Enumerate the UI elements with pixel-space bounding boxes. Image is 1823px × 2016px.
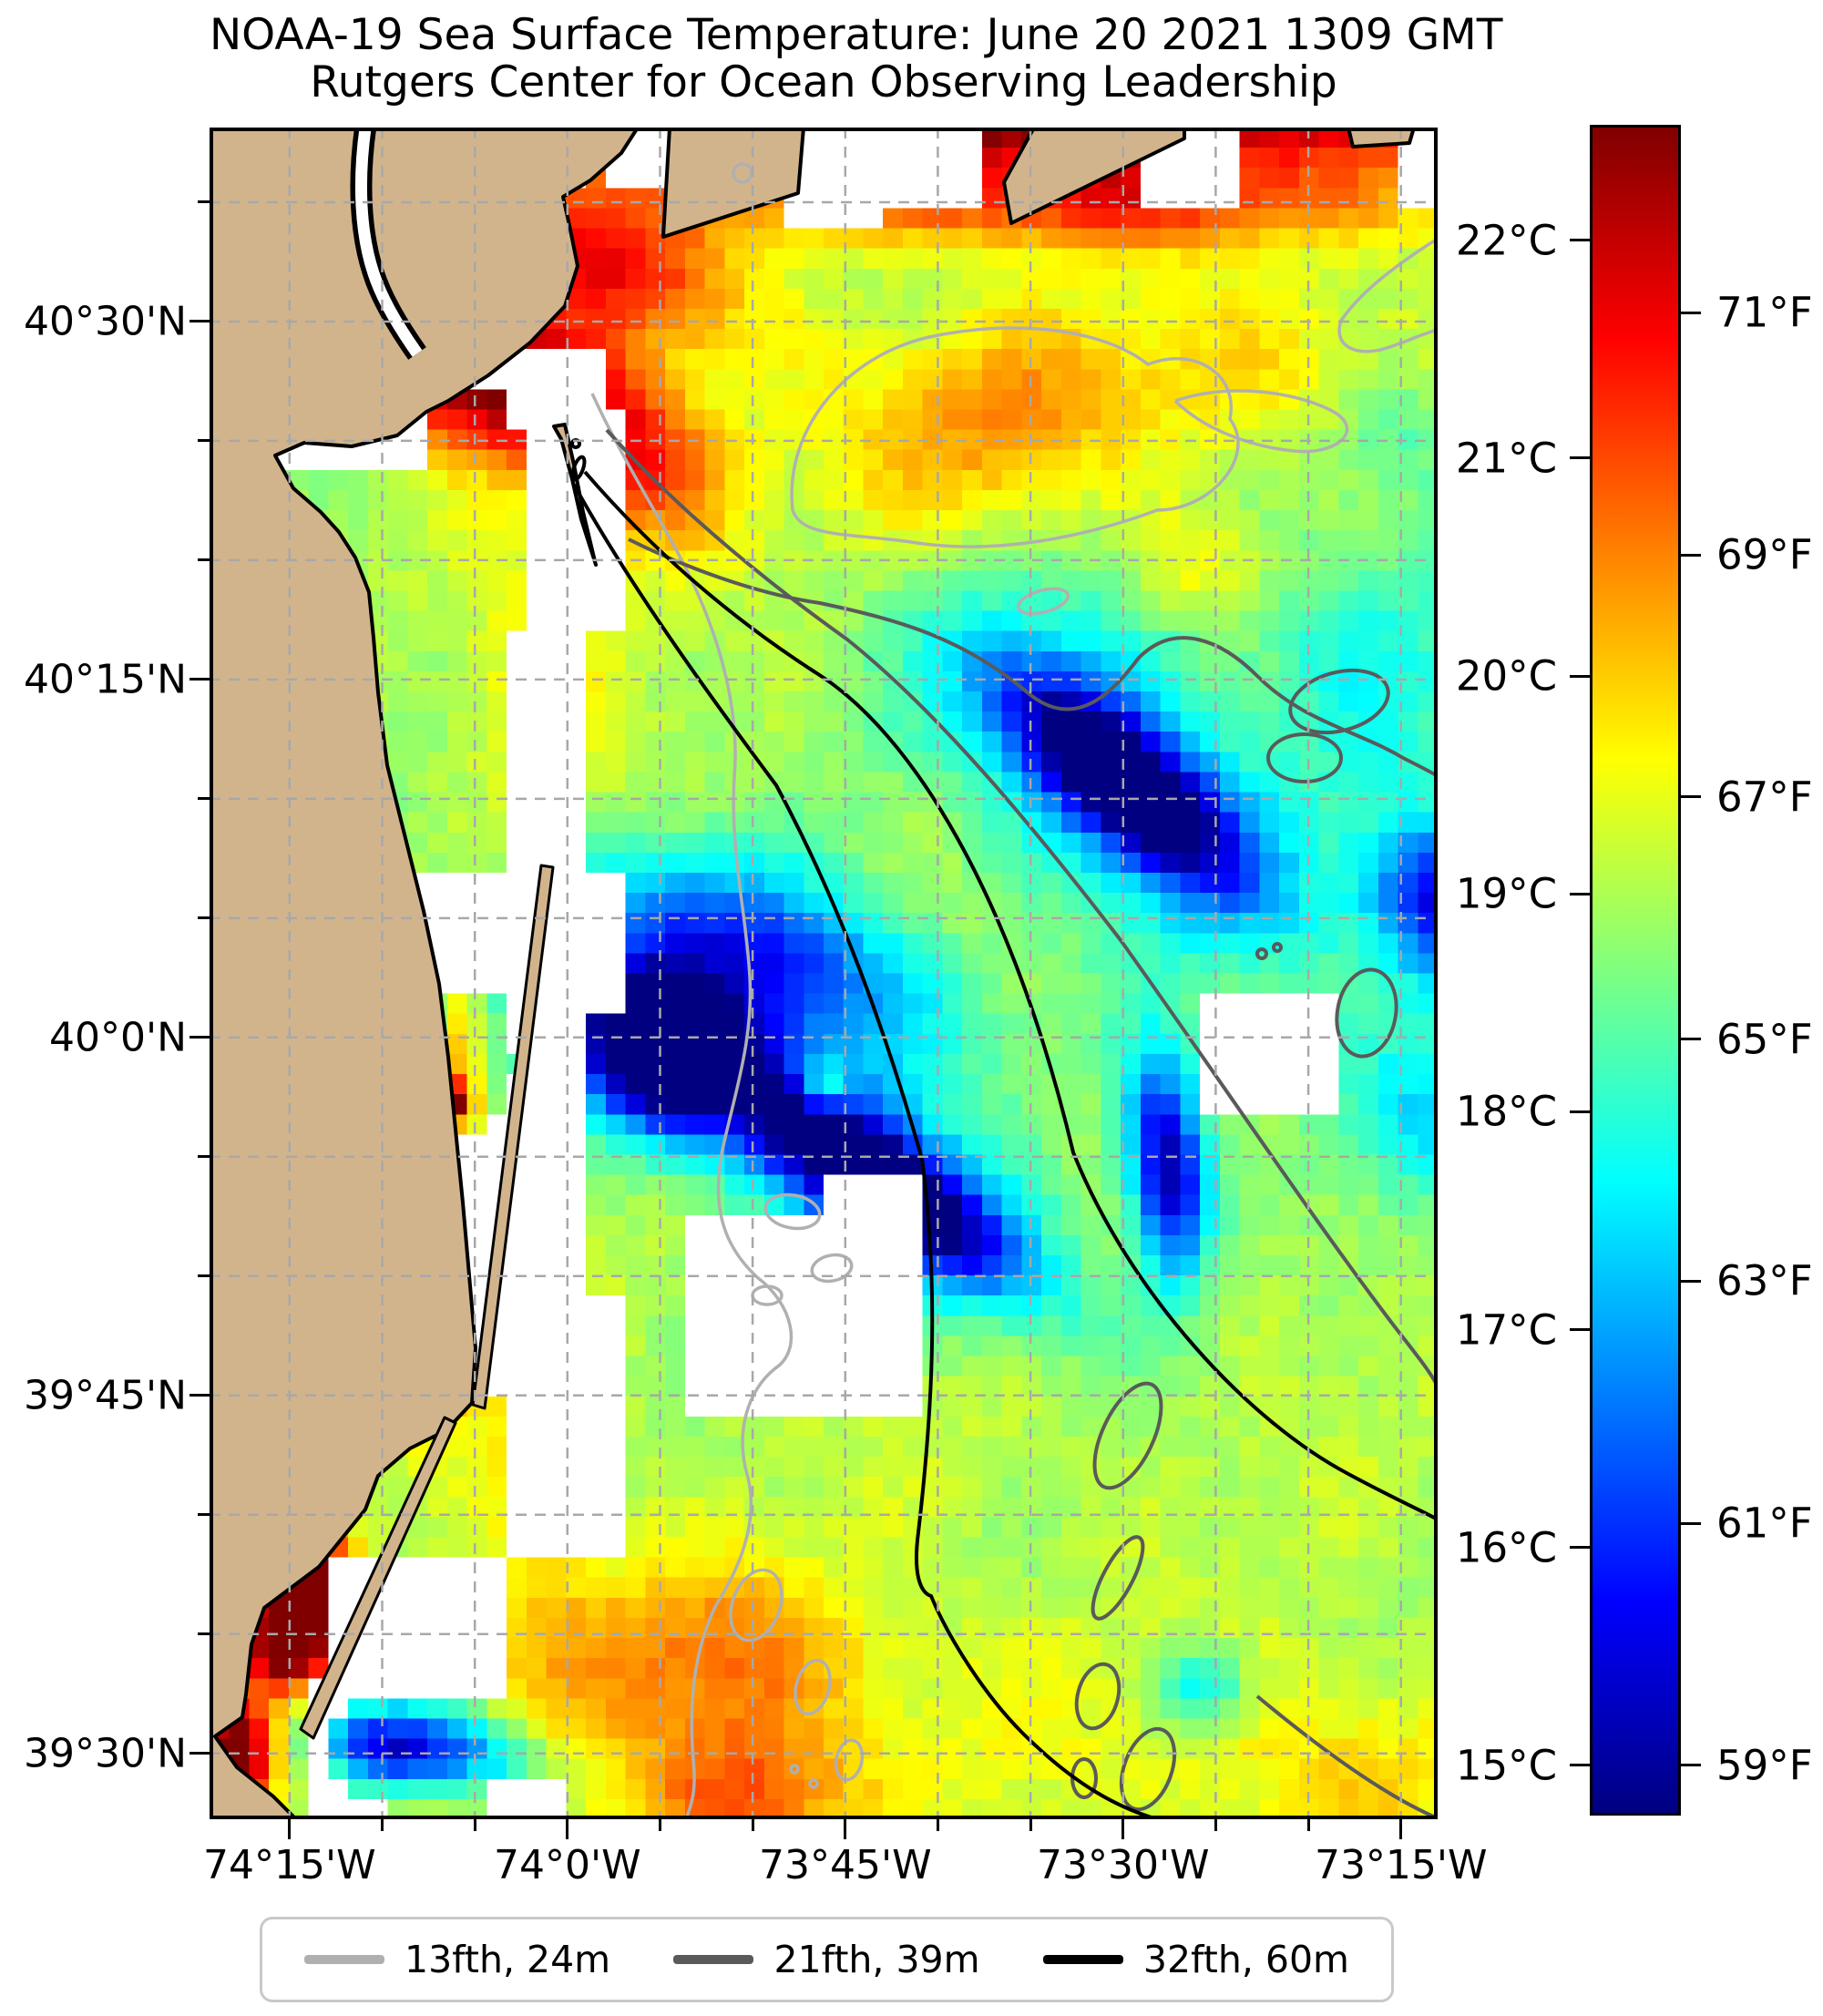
bathymetry-legend: 13fth, 24m 21fth, 39m 32fth, 60m xyxy=(260,1917,1394,2002)
legend-item: 32fth, 60m xyxy=(1042,1938,1349,1981)
x-tick xyxy=(1214,1819,1217,1831)
land-layer xyxy=(210,128,1416,1819)
colorbar-c-label: 18°C xyxy=(1455,1087,1557,1136)
legend-line-swatch xyxy=(304,1955,384,1964)
y-tick-label: 40°0'N xyxy=(49,1014,187,1061)
legend-item: 13fth, 24m xyxy=(304,1938,610,1981)
x-tick-label: 73°15'W xyxy=(1314,1842,1488,1888)
y-tick xyxy=(198,200,210,204)
colorbar-c-tick xyxy=(1570,1546,1590,1550)
y-tick-label: 39°45'N xyxy=(24,1372,187,1419)
colorbar-c-label: 17°C xyxy=(1455,1305,1557,1355)
legend-item: 21fth, 39m xyxy=(673,1938,980,1981)
land-sandy-hook xyxy=(552,423,598,567)
colorbar-c-tick xyxy=(1570,1764,1590,1767)
contour-13-fathom xyxy=(590,162,1438,1819)
legend-label: 32fth, 60m xyxy=(1142,1938,1349,1981)
x-tick xyxy=(844,1819,847,1839)
colorbar-c-tick xyxy=(1570,892,1590,895)
x-tick-label: 74°0'W xyxy=(494,1842,641,1888)
colorbar-f-tick xyxy=(1681,1764,1701,1767)
legend-line-swatch xyxy=(673,1955,754,1964)
colorbar-f-tick xyxy=(1681,1279,1701,1283)
hudson-river xyxy=(350,128,426,360)
colorbar-c-label: 21°C xyxy=(1455,434,1557,483)
colorbar-c-tick xyxy=(1570,456,1590,460)
land-long-island-sliver xyxy=(1347,128,1416,148)
y-tick xyxy=(189,1036,210,1039)
legend-label: 13fth, 24m xyxy=(405,1938,611,1981)
x-tick xyxy=(473,1819,476,1831)
colorbar-f-tick xyxy=(1681,1038,1701,1041)
colorbar-c-tick xyxy=(1570,674,1590,678)
y-tick xyxy=(198,558,210,562)
land-long-island-wedge xyxy=(1002,128,1186,225)
y-tick xyxy=(189,320,210,323)
y-tick xyxy=(198,916,210,920)
colorbar-c-tick xyxy=(1570,1328,1590,1332)
y-tick xyxy=(189,678,210,681)
colorbar-f-label: 65°F xyxy=(1716,1015,1813,1064)
land-new-jersey xyxy=(210,128,640,1819)
y-tick xyxy=(198,1632,210,1636)
colorbar-c-label: 22°C xyxy=(1455,216,1557,265)
plot-frame xyxy=(210,128,1438,1819)
y-tick xyxy=(198,1274,210,1278)
x-tick xyxy=(751,1819,754,1831)
colorbar xyxy=(1590,125,1681,1816)
map-plot-area xyxy=(210,128,1438,1819)
chart-title: NOAA-19 Sea Surface Temperature: June 20… xyxy=(210,10,1503,60)
y-tick xyxy=(198,1155,210,1159)
legend-label: 21fth, 39m xyxy=(773,1938,980,1981)
y-tick-label: 39°30'N xyxy=(24,1730,187,1777)
x-tick xyxy=(1306,1819,1310,1831)
y-tick xyxy=(198,439,210,443)
colorbar-c-tick xyxy=(1570,239,1590,242)
y-tick xyxy=(198,797,210,801)
y-tick xyxy=(189,1752,210,1755)
x-tick xyxy=(288,1819,292,1839)
sst-map xyxy=(210,128,1438,1819)
colorbar-f-tick xyxy=(1681,553,1701,557)
y-tick xyxy=(198,1513,210,1517)
colorbar-c-tick xyxy=(1570,1110,1590,1113)
land-rockaway xyxy=(661,128,805,239)
land-barrier-island xyxy=(471,864,555,1410)
x-tick xyxy=(936,1819,939,1831)
y-tick-label: 40°15'N xyxy=(24,656,187,703)
colorbar-f-tick xyxy=(1681,1521,1701,1525)
y-tick-label: 40°30'N xyxy=(24,298,187,345)
x-tick xyxy=(658,1819,661,1831)
x-tick-label: 74°15'W xyxy=(203,1842,376,1888)
x-tick xyxy=(1121,1819,1125,1839)
contour-32-fathom xyxy=(570,438,1438,1819)
colorbar-f-tick xyxy=(1681,311,1701,314)
colorbar-c-label: 20°C xyxy=(1455,651,1557,701)
colorbar-f-label: 63°F xyxy=(1716,1256,1813,1305)
colorbar-c-label: 15°C xyxy=(1455,1741,1557,1790)
chart-subtitle: Rutgers Center for Ocean Observing Leade… xyxy=(310,57,1337,107)
colorbar-f-label: 67°F xyxy=(1716,773,1813,822)
x-tick-label: 73°45'W xyxy=(758,1842,932,1888)
graticule-gridlines xyxy=(210,128,1438,1819)
x-tick-label: 73°30'W xyxy=(1036,1842,1210,1888)
colorbar-f-label: 69°F xyxy=(1716,530,1813,579)
x-tick xyxy=(1399,1819,1403,1839)
x-tick xyxy=(380,1819,384,1831)
colorbar-f-tick xyxy=(1681,795,1701,799)
colorbar-c-label: 16°C xyxy=(1455,1523,1557,1572)
legend-line-swatch xyxy=(1042,1955,1123,1964)
colorbar-f-label: 71°F xyxy=(1716,288,1813,337)
y-tick xyxy=(189,1394,210,1397)
x-tick xyxy=(566,1819,569,1839)
contour-21-fathom xyxy=(605,428,1438,1819)
colorbar-f-label: 59°F xyxy=(1716,1741,1813,1790)
colorbar-c-label: 19°C xyxy=(1455,869,1557,918)
x-tick xyxy=(1029,1819,1032,1831)
land-long-beach-island xyxy=(299,1416,457,1740)
colorbar-f-label: 61°F xyxy=(1716,1499,1813,1548)
